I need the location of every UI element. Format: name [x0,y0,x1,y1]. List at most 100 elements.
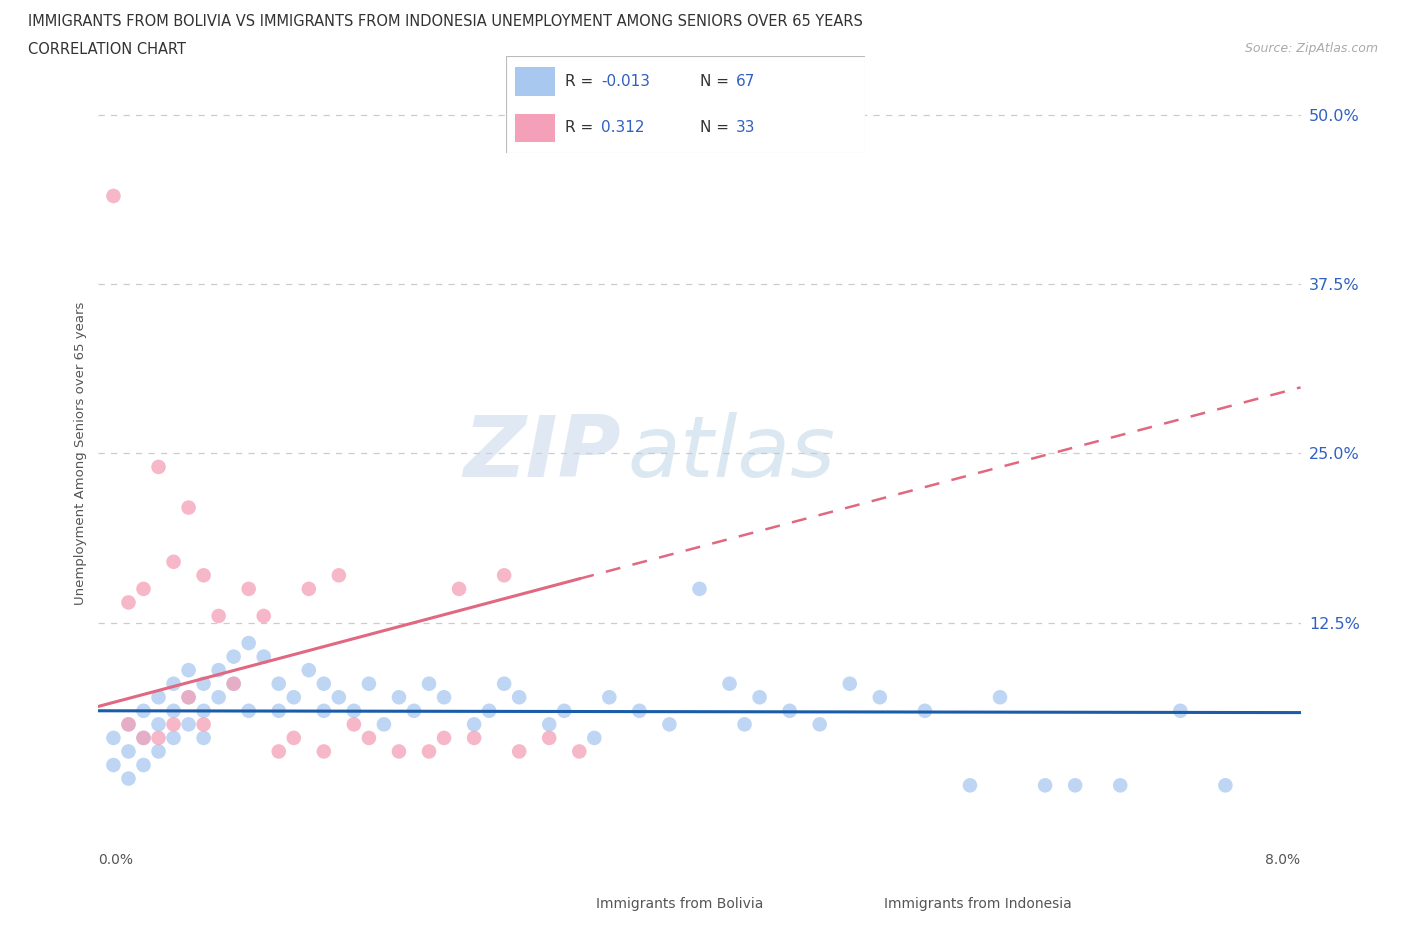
Text: N =: N = [700,73,734,89]
Point [148,690,170,705]
Text: Source: ZipAtlas.com: Source: ZipAtlas.com [1244,42,1378,55]
Point [238,703,260,718]
Point [1168,703,1191,718]
Point [162,676,184,691]
Point [959,777,981,792]
Point [283,730,305,745]
Point [779,703,801,718]
Point [312,676,335,691]
Point [177,663,200,678]
Point [312,703,335,718]
Point [253,608,276,623]
Point [418,676,440,691]
Text: 67: 67 [735,73,755,89]
Point [508,690,530,705]
Point [148,744,170,759]
Point [103,758,125,773]
Point [357,730,380,745]
Point [162,730,184,745]
Point [177,690,200,705]
Point [494,676,516,691]
Point [553,703,575,718]
Point [193,717,215,732]
Point [463,730,485,745]
Point [463,717,485,732]
Point [148,730,170,745]
Point [148,717,170,732]
Point [222,676,245,691]
Point [748,690,770,705]
Point [658,717,681,732]
Point [132,581,155,596]
Point [343,703,366,718]
Point [177,690,200,705]
Point [103,730,125,745]
Point [267,703,290,718]
Text: 8.0%: 8.0% [1265,853,1301,867]
Point [283,690,305,705]
Text: 33: 33 [735,120,755,136]
Point [808,717,831,732]
Point [583,730,606,745]
Point [253,649,276,664]
FancyBboxPatch shape [515,113,554,142]
Point [402,703,425,718]
Text: 0.312: 0.312 [602,120,645,136]
Point [267,676,290,691]
Point [568,744,591,759]
Point [193,568,215,583]
Point [447,581,470,596]
Point [418,744,440,759]
Point [238,635,260,650]
Point [208,690,231,705]
Point [388,744,411,759]
Point [312,744,335,759]
Point [132,730,155,745]
Point [1109,777,1132,792]
Text: Immigrants from Indonesia: Immigrants from Indonesia [884,897,1073,911]
Point [177,717,200,732]
Text: Immigrants from Bolivia: Immigrants from Bolivia [596,897,763,911]
Text: N =: N = [700,120,734,136]
Point [238,581,260,596]
Point [689,581,711,596]
Point [298,663,321,678]
Point [734,717,756,732]
Point [388,690,411,705]
Point [148,459,170,474]
Point [838,676,860,691]
Point [598,690,620,705]
Point [103,189,125,204]
Text: 0.0%: 0.0% [98,853,134,867]
Point [132,703,155,718]
Point [1064,777,1087,792]
Point [162,717,184,732]
Point [988,690,1011,705]
Text: CORRELATION CHART: CORRELATION CHART [28,42,186,57]
Point [177,500,200,515]
Point [869,690,891,705]
Point [494,568,516,583]
Point [343,717,366,732]
Point [117,717,139,732]
Point [508,744,530,759]
FancyBboxPatch shape [506,56,865,153]
Point [538,730,561,745]
Point [433,690,456,705]
Point [267,744,290,759]
Point [162,554,184,569]
Point [117,717,139,732]
Point [328,568,350,583]
Point [132,730,155,745]
FancyBboxPatch shape [515,67,554,96]
Point [328,690,350,705]
Point [193,703,215,718]
Point [208,663,231,678]
Text: R =: R = [565,73,599,89]
Text: atlas: atlas [627,412,835,495]
Point [628,703,651,718]
Point [373,717,395,732]
Point [117,744,139,759]
Point [117,771,139,786]
Point [478,703,501,718]
